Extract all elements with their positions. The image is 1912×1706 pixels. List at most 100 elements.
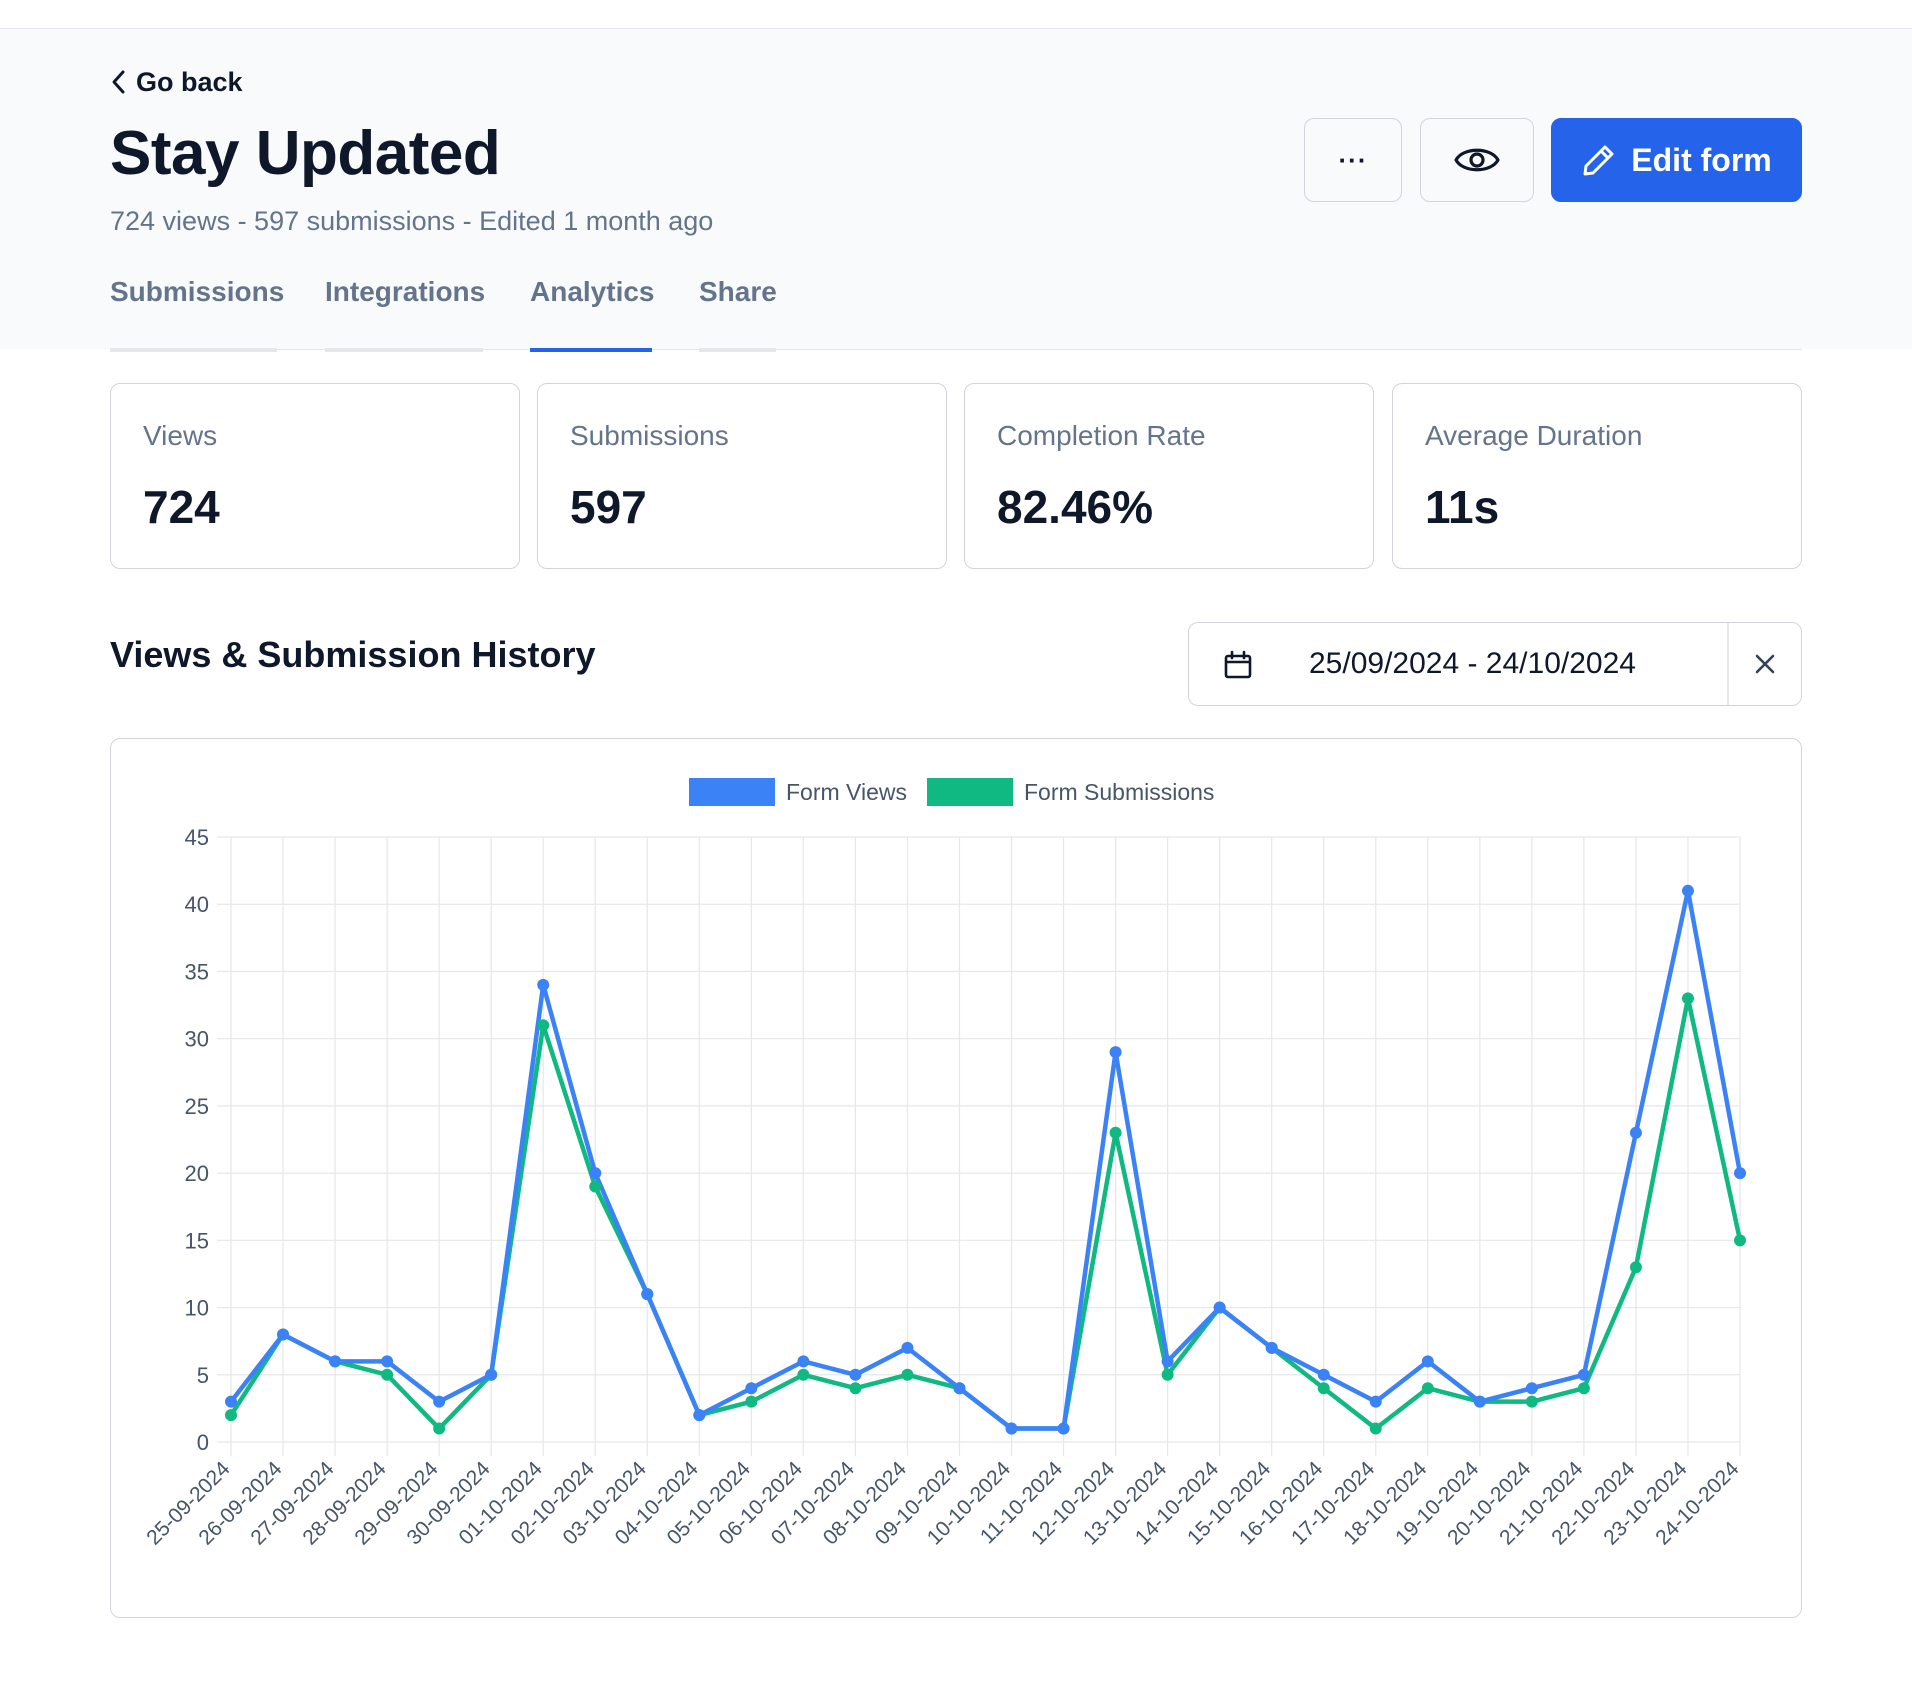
stat-label: Views — [143, 420, 218, 451]
data-point-form-submissions — [1317, 1382, 1330, 1395]
stat-label: Completion Rate — [997, 420, 1206, 451]
data-point-form-submissions — [433, 1422, 446, 1435]
eye-icon — [1454, 148, 1500, 172]
data-point-form-submissions — [1109, 1126, 1122, 1139]
divider — [1727, 623, 1729, 705]
more-options-button[interactable]: ··· — [1304, 118, 1402, 202]
data-point-form-submissions — [1525, 1395, 1538, 1408]
tab-underline — [325, 347, 483, 352]
data-point-form-views — [537, 978, 550, 991]
data-point-form-views — [1629, 1126, 1642, 1139]
data-point-form-submissions — [225, 1409, 237, 1422]
y-tick-label: 35 — [185, 959, 209, 984]
chevron-left-icon — [112, 70, 125, 94]
y-tick-label: 45 — [185, 825, 209, 850]
go-back-label: Go back — [136, 66, 243, 97]
y-tick-label: 40 — [185, 892, 209, 917]
preview-button[interactable] — [1420, 118, 1534, 202]
stat-label: Submissions — [570, 420, 729, 451]
data-point-form-views — [225, 1395, 237, 1408]
tab-label: Submissions — [110, 276, 285, 307]
edit-form-label: Edit form — [1631, 141, 1772, 178]
history-title: Views & Submission History — [110, 634, 596, 675]
data-point-form-views — [1213, 1301, 1226, 1314]
tab-analytics[interactable]: Analytics — [530, 268, 655, 352]
legend-swatch-form-views — [689, 778, 775, 806]
date-range-picker[interactable]: 25/09/2024 - 24/10/2024 — [1188, 622, 1802, 706]
pencil-icon — [1583, 145, 1614, 176]
tab-share[interactable]: Share — [699, 268, 777, 352]
stat-label: Average Duration — [1425, 420, 1643, 451]
tab-underline — [699, 347, 776, 352]
series-line-form-submissions — [228, 996, 1743, 1431]
legend-label-form-views: Form Views — [786, 779, 907, 805]
data-point-form-submissions — [1681, 992, 1694, 1005]
data-point-form-views — [1317, 1368, 1330, 1381]
data-point-form-submissions — [537, 1019, 550, 1032]
data-point-form-views — [433, 1395, 446, 1408]
data-point-form-views — [589, 1167, 602, 1180]
calendar-button[interactable] — [1223, 650, 1253, 685]
series-line-form-views — [228, 888, 1743, 1431]
data-point-form-views — [1734, 1167, 1746, 1180]
data-point-form-submissions — [849, 1382, 862, 1395]
data-point-form-views — [1473, 1395, 1486, 1408]
data-point-form-views — [1005, 1422, 1018, 1435]
data-point-form-views — [1109, 1046, 1122, 1059]
tab-underline — [110, 347, 277, 352]
data-point-form-views — [693, 1409, 706, 1422]
data-point-form-submissions — [1577, 1382, 1590, 1395]
tab-bar: Submissions Integrations Analytics Share — [110, 268, 1802, 352]
data-point-form-views — [797, 1355, 810, 1368]
clear-date-button[interactable] — [1729, 623, 1801, 705]
data-point-form-views — [1525, 1382, 1538, 1395]
data-point-form-submissions — [797, 1368, 810, 1381]
y-tick-label: 15 — [185, 1228, 209, 1253]
go-back-link[interactable]: Go back — [110, 64, 243, 100]
data-point-form-views — [849, 1368, 862, 1381]
stat-value: 597 — [570, 481, 647, 533]
data-point-form-views — [1421, 1355, 1434, 1368]
data-point-form-submissions — [1369, 1422, 1382, 1435]
stat-card-completion-rate: Completion Rate 82.46% — [964, 383, 1374, 569]
history-line-chart: 05101520253035404525-09-202426-09-202427… — [142, 778, 1746, 1549]
data-point-form-views — [381, 1355, 394, 1368]
data-point-form-submissions — [901, 1368, 914, 1381]
edit-form-button[interactable]: Edit form — [1551, 118, 1802, 202]
y-tick-label: 20 — [185, 1161, 209, 1186]
data-point-form-views — [1577, 1368, 1590, 1381]
tab-label: Analytics — [530, 276, 655, 307]
tab-integrations[interactable]: Integrations — [325, 268, 486, 352]
page-title: Stay Updated — [110, 119, 501, 188]
stat-value: 724 — [143, 481, 220, 533]
data-point-form-views — [901, 1341, 914, 1354]
tab-active-underline — [530, 347, 652, 352]
y-tick-label: 0 — [197, 1430, 209, 1455]
data-point-form-views — [1057, 1422, 1070, 1435]
data-point-form-submissions — [589, 1180, 602, 1193]
y-tick-label: 10 — [185, 1296, 209, 1321]
data-point-form-submissions — [1734, 1234, 1746, 1247]
data-point-form-submissions — [1161, 1368, 1174, 1381]
date-range-value: 25/09/2024 - 24/10/2024 — [1309, 647, 1636, 680]
y-tick-label: 30 — [185, 1027, 209, 1052]
history-chart-card: 0 5 10 15 20 25 30 35 40 45 25-09-2024 26-09-2024 27… — [110, 738, 1802, 1618]
top-border — [0, 0, 1912, 29]
data-point-form-views — [1265, 1341, 1278, 1354]
data-point-form-submissions — [745, 1395, 758, 1408]
data-point-form-views — [329, 1355, 342, 1368]
data-point-form-submissions — [381, 1368, 394, 1381]
data-point-form-submissions — [1421, 1382, 1434, 1395]
legend-swatch-form-submissions — [927, 778, 1013, 806]
form-meta: 724 views - 597 submissions - Edited 1 m… — [110, 206, 714, 236]
data-point-form-views — [1161, 1355, 1174, 1368]
legend-label-form-submissions: Form Submissions — [1024, 779, 1214, 805]
tab-label: Integrations — [325, 276, 486, 307]
data-point-form-views — [1681, 884, 1694, 897]
stat-card-average-duration: Average Duration 11s — [1392, 383, 1802, 569]
stat-value: 11s — [1425, 481, 1500, 533]
more-options-icon: ··· — [1338, 144, 1368, 175]
tab-submissions[interactable]: Submissions — [110, 268, 285, 352]
data-point-form-views — [277, 1328, 290, 1341]
y-tick-label: 25 — [185, 1094, 209, 1119]
